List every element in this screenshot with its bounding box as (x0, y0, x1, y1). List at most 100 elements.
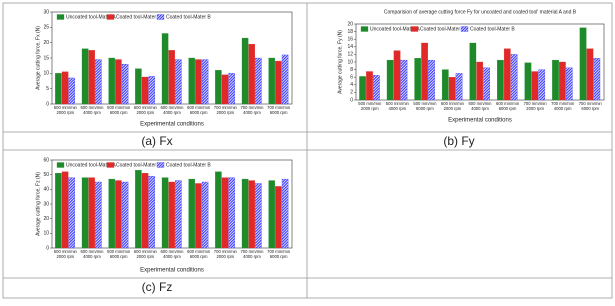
x-tick-label-box: 600 mm/min 2000 rpm (133, 250, 157, 259)
bar (135, 170, 142, 249)
bar (88, 50, 95, 105)
x-tick-label-box: 500 mm/min 2000 rpm (54, 250, 77, 259)
legend-label: Coated tool-Mater B (470, 26, 515, 32)
bar (386, 59, 394, 101)
x-tick-label: 500 mm/min 6000 rpm (107, 106, 131, 115)
legend-label: Coated tool-Mater B (166, 162, 211, 168)
y-tick-label: 50 (43, 172, 49, 178)
bar (175, 59, 182, 105)
x-axis-label: Experimental conditions (140, 268, 204, 274)
legend-label: Coated tool-Mater B (166, 14, 211, 20)
legend-swatch (106, 14, 115, 20)
x-tick-label: 500 mm/min 6000 rpm (107, 250, 131, 259)
bar (161, 33, 169, 105)
bar (95, 59, 102, 105)
x-tick-label: 700 mm/min 4000 rpm (240, 250, 264, 259)
x-tick-label: 600 mm/min 4000 rpm (160, 106, 184, 115)
x-tick-label-box: 500 mm/min 2000 rpm (358, 102, 381, 111)
bar (366, 71, 373, 101)
bar (281, 54, 289, 105)
y-tick-label: 16 (347, 37, 353, 43)
bar (428, 59, 435, 101)
bar (201, 59, 209, 105)
bar (393, 50, 401, 101)
bar (373, 75, 380, 101)
bar (586, 48, 594, 101)
y-tick-label: 10 (43, 231, 49, 237)
bar (455, 73, 463, 101)
bar (108, 57, 115, 105)
bar (55, 173, 62, 249)
legend-label: Uncoated tool-Mater A (66, 162, 116, 168)
bar (115, 59, 122, 105)
x-tick-label: 600 mm/min 6000 rpm (187, 106, 211, 115)
x-tick-label-box: 700 mm/min 4000 rpm (240, 106, 263, 115)
caption: (c) Fz (142, 280, 173, 294)
bar (275, 186, 282, 249)
bar (359, 76, 366, 101)
bar (188, 178, 195, 249)
x-tick-label-box: 500 mm/min 6000 rpm (107, 106, 131, 115)
y-tick-label: 20 (43, 40, 49, 46)
bar (81, 177, 89, 249)
bar (579, 27, 587, 101)
legend-swatch (56, 162, 65, 168)
legend-label: Coated tool-Mater A (116, 14, 161, 20)
legend-swatch (460, 26, 469, 32)
y-tick-label: 0 (46, 101, 49, 107)
x-tick-label-box: 500 mm/min 4000 rpm (80, 250, 103, 259)
x-tick-label: 500 mm/min 4000 rpm (385, 102, 409, 111)
y-tick-label: 12 (347, 52, 353, 58)
y-tick-label: 10 (347, 59, 353, 65)
x-tick-label-box: 700 mm/min 4000 rpm (240, 250, 264, 259)
y-tick-label: 60 (43, 157, 49, 163)
legend-swatch (360, 26, 369, 32)
bar (88, 177, 95, 249)
bar (121, 63, 129, 105)
bar (221, 74, 229, 105)
x-tick-label: 600 mm/min 2000 rpm (440, 102, 464, 111)
x-tick-label-box: 700 mm/min 2000 rpm (213, 106, 237, 115)
bar (559, 61, 566, 101)
x-tick-label-box: 700 mm/min 6000 rpm (267, 106, 291, 115)
bar (168, 50, 175, 105)
bar (538, 69, 546, 101)
bar (68, 177, 75, 249)
bar (503, 48, 511, 101)
bar (121, 181, 129, 249)
x-tick-label-box: 600 mm/min 6000 rpm (187, 250, 211, 259)
x-tick-label-box: 600 mm/min 6000 rpm (187, 106, 211, 115)
bar (476, 61, 484, 101)
x-tick-label: 700 mm/min 4000 rpm (551, 102, 575, 111)
x-tick-label: 500 mm/min 2000 rpm (53, 106, 77, 115)
bar (61, 71, 69, 105)
bar (228, 73, 235, 105)
x-tick-label-box: 500 mm/min 6000 rpm (413, 102, 436, 111)
bar (241, 178, 249, 249)
legend-swatch (106, 162, 115, 168)
bar (414, 58, 422, 101)
bar (81, 48, 89, 105)
bar (195, 59, 202, 105)
bar (510, 54, 518, 101)
bar (268, 180, 275, 249)
x-tick-label: 700 mm/min 6000 rpm (267, 106, 291, 115)
y-tick-label: 25 (43, 25, 49, 31)
x-tick-label-box: 500 mm/min 4000 rpm (385, 102, 409, 111)
caption: (b) Fy (443, 134, 474, 148)
bar (135, 68, 142, 105)
x-tick-label: 700 mm/min 2000 rpm (213, 106, 237, 115)
x-tick-label: 600 mm/min 6000 rpm (187, 250, 211, 259)
x-tick-label: 600 mm/min 4000 rpm (160, 250, 184, 259)
y-tick-label: 6 (350, 75, 353, 81)
bar (161, 177, 169, 249)
bar (275, 60, 282, 105)
table-borders (2, 2, 613, 299)
x-tick-label-box: 600 mm/min 2000 rpm (133, 106, 157, 115)
x-axis-label: Experimental conditions (448, 118, 512, 124)
bar (201, 181, 209, 249)
x-tick-label: 600 mm/min 2000 rpm (133, 106, 157, 115)
x-tick-label: 600 mm/min 2000 rpm (133, 250, 157, 259)
bar (255, 57, 262, 105)
y-axis-label: Average cutting force, Fx (N) (35, 26, 41, 90)
